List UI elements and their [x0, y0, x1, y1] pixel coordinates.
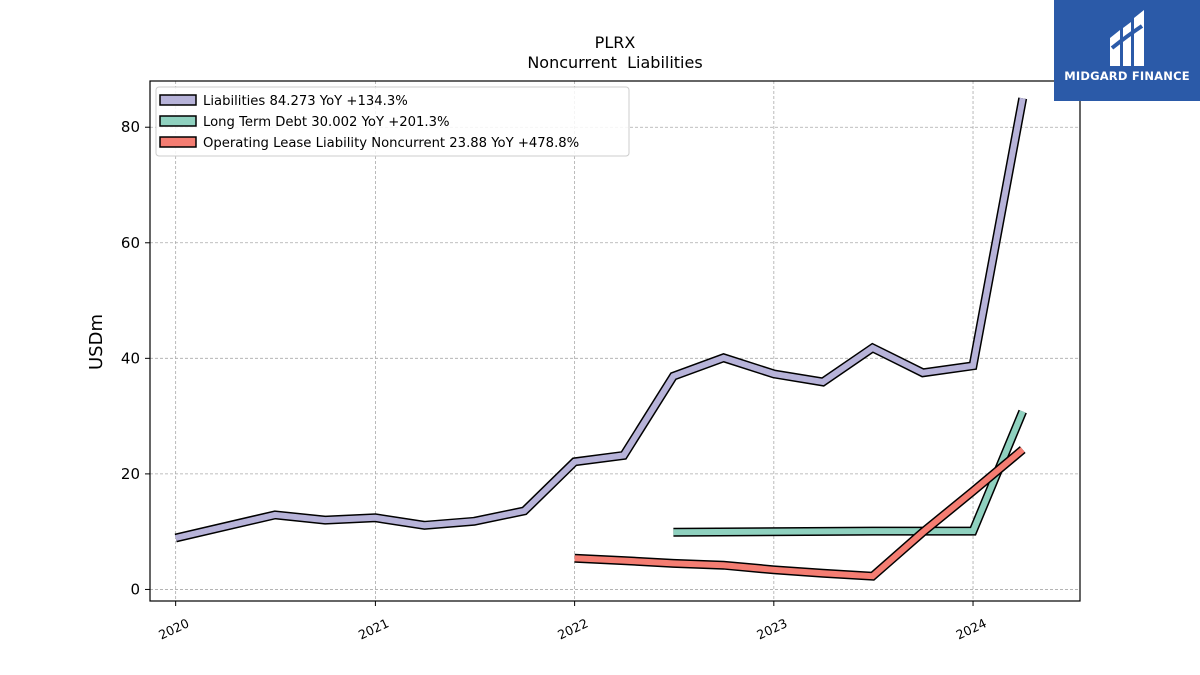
y-tick-label: 80 [121, 118, 140, 136]
axes: 0 20 40 60 80 2020 2021 2022 2023 2024 [121, 118, 989, 642]
chart-title: PLRX [595, 33, 636, 52]
legend-label: Long Term Debt 30.002 YoY +201.3% [203, 115, 450, 130]
series-line-2 [673, 410, 1026, 536]
logo-text: MIDGARD FINANCE [1064, 69, 1190, 83]
logo-mark-icon [1110, 10, 1144, 66]
series-line-outline [673, 409, 1027, 537]
y-axis-label: USDm [86, 314, 107, 370]
series-layer [174, 97, 1028, 581]
chart-subtitle: Noncurrent Liabilities [527, 53, 702, 72]
y-tick-label: 40 [121, 349, 140, 367]
y-tick-label: 20 [121, 465, 140, 483]
brand-logo: MIDGARD FINANCE [1054, 0, 1200, 101]
y-tick-label: 0 [130, 580, 140, 598]
legend-label: Liabilities 84.273 YoY +134.3% [203, 94, 408, 109]
legend-swatch [159, 94, 197, 106]
legend-label: Operating Lease Liability Noncurrent 23.… [203, 136, 579, 151]
series-line-outline [574, 446, 1026, 581]
x-tick-label: 2022 [555, 615, 590, 642]
series-line-3 [574, 447, 1025, 580]
plot-frame [149, 80, 1081, 602]
legend-swatch [159, 136, 197, 148]
legend: Liabilities 84.273 YoY +134.3% Long Term … [155, 86, 630, 157]
legend-swatch [159, 115, 197, 127]
legend-box [155, 86, 630, 157]
x-tick-label: 2024 [954, 615, 989, 642]
series-line-outline [174, 97, 1028, 543]
x-tick-label: 2021 [356, 615, 391, 642]
x-tick-label: 2020 [156, 615, 191, 642]
series-line-1 [175, 97, 1026, 541]
x-tick-label: 2023 [754, 615, 789, 642]
y-tick-label: 60 [121, 234, 140, 252]
